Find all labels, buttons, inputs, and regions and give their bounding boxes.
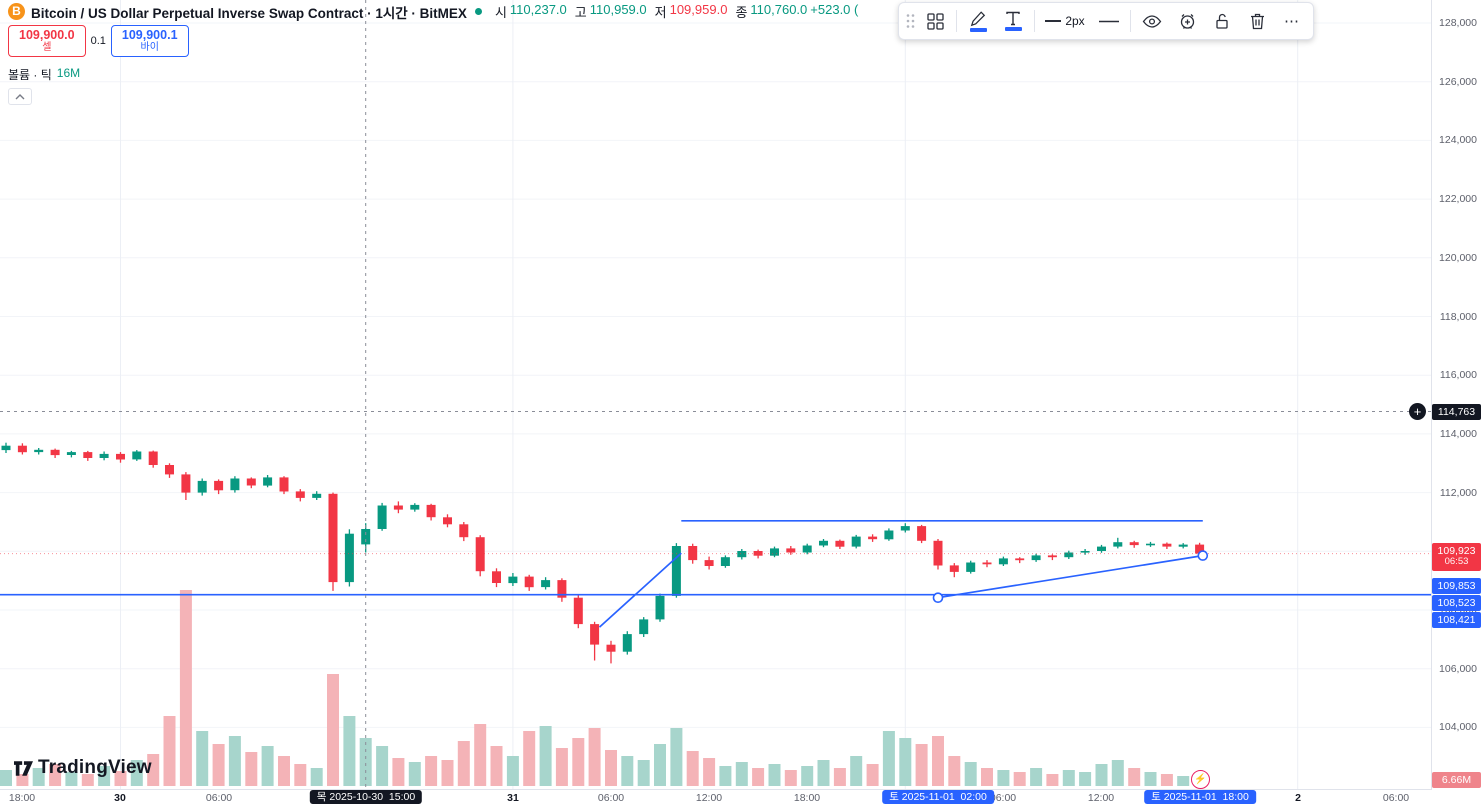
- line-style-icon: [1099, 20, 1119, 22]
- high-label: 고: [574, 5, 587, 20]
- sell-price: 109,900.0: [19, 28, 75, 42]
- close-label: 종: [735, 5, 748, 20]
- alert-clock-icon: [1180, 13, 1194, 29]
- sell-button[interactable]: 109,900.0 셀: [8, 25, 86, 57]
- pane-collapse-button[interactable]: [8, 88, 32, 105]
- volume-value-badge: 6.66M: [1432, 772, 1481, 788]
- volume-indicator-legend[interactable]: 볼륨 · 틱 16M: [8, 66, 80, 83]
- line-color-button[interactable]: [961, 6, 995, 36]
- chevron-up-icon: [15, 93, 25, 99]
- buy-price: 109,900.1: [121, 28, 178, 42]
- time-axis-label: 18:00: [8, 792, 36, 804]
- flash-icon[interactable]: ⚡: [1191, 770, 1210, 789]
- line-width-icon: [1045, 20, 1062, 22]
- time-axis-label: 30: [114, 792, 126, 804]
- delete-button[interactable]: [1240, 6, 1274, 36]
- text-color-button[interactable]: [996, 6, 1030, 36]
- ellipsis-icon: ⋯: [1284, 13, 1300, 30]
- toolbar-divider: [1034, 10, 1035, 32]
- drawing-date-badge: 토 2025-11-01 18:00: [1144, 790, 1256, 804]
- text-icon: [1006, 11, 1020, 26]
- time-axis-label: 06:00: [597, 792, 625, 804]
- close-value: 110,760.0: [750, 2, 808, 17]
- market-status-icon: [474, 8, 482, 15]
- trash-icon: [1250, 13, 1264, 30]
- lock-open-icon: [1216, 13, 1228, 29]
- buy-label: 바이: [140, 42, 159, 54]
- price-axis-label: 122,000: [1439, 193, 1477, 205]
- high-value: 110,959.0: [589, 2, 647, 17]
- price-axis-label: 126,000: [1439, 76, 1477, 88]
- toolbar-divider: [1130, 10, 1131, 32]
- color-swatch: [969, 28, 987, 32]
- lock-button[interactable]: [1205, 6, 1239, 36]
- price-axis[interactable]: 128,000 126,000 124,000 122,000 120,000 118,0…: [1431, 0, 1481, 790]
- price-axis-label: 120,000: [1439, 252, 1477, 264]
- eye-icon: [1142, 14, 1162, 28]
- spread-value: 0.1: [90, 34, 106, 47]
- last-price-badge: 109,923 06:53: [1432, 543, 1481, 571]
- trade-panel: 109,900.0 셀 0.1 109,900.1 바이: [8, 25, 189, 57]
- price-axis-label: 114,000: [1439, 428, 1477, 440]
- open-value: 110,237.0: [509, 2, 567, 17]
- candlestick-chart[interactable]: [0, 0, 1432, 790]
- price-axis-label: 128,000: [1439, 17, 1477, 29]
- price-axis-label: 106,000: [1439, 663, 1477, 675]
- crosshair-date-badge: 목 2025-10-30 15:00: [309, 790, 423, 804]
- drawing-date-badge: 토 2025-11-01 02:00: [882, 790, 994, 804]
- low-value: 109,959.0: [669, 2, 728, 17]
- line-style-button[interactable]: [1092, 6, 1126, 36]
- change-value: +523.0 (: [810, 2, 859, 17]
- time-axis-label: 06:00: [205, 792, 233, 804]
- volume-indicator-label: 볼륨 · 틱: [8, 68, 52, 82]
- price-axis-label: 124,000: [1439, 134, 1477, 146]
- time-axis[interactable]: 18:00 30 06:00 31 06:00 12:00 18:00 06:00 12:00 2…: [0, 789, 1432, 805]
- toolbar-drag-handle[interactable]: [903, 6, 917, 36]
- watermark-text: TradingView: [38, 757, 152, 778]
- drawing-price-badge: 109,853: [1432, 578, 1481, 594]
- countdown-timer: 06:53: [1444, 556, 1469, 567]
- time-axis-label: 06:00: [1382, 792, 1410, 804]
- tradingview-logo[interactable]: TradingView: [14, 757, 152, 779]
- tradingview-mark-icon: [14, 760, 33, 776]
- drag-dots-icon: [906, 14, 915, 28]
- symbol-title[interactable]: Bitcoin / US Dollar Perpetual Inverse Sw…: [31, 5, 467, 21]
- price-axis-label: 104,000: [1439, 721, 1477, 733]
- buy-button[interactable]: 109,900.1 바이: [110, 25, 189, 57]
- bitcoin-icon: B: [8, 3, 25, 20]
- grid-icon: [926, 12, 944, 30]
- time-axis-label: 31: [507, 792, 519, 804]
- add-alert-button[interactable]: +: [1409, 403, 1426, 420]
- time-axis-label: 12:00: [1087, 792, 1115, 804]
- drawing-toolbar: 2px: [898, 2, 1314, 40]
- drawing-price-badge: 108,523: [1432, 595, 1481, 611]
- add-alert-button-toolbar[interactable]: [1170, 6, 1204, 36]
- text-color-swatch: [1004, 27, 1022, 31]
- line-width-value: 2px: [1065, 14, 1085, 28]
- drawing-price-badge: 108,421: [1432, 612, 1481, 628]
- pencil-icon: [970, 11, 986, 27]
- crosshair-price-badge: 114,763: [1432, 404, 1481, 420]
- line-width-button[interactable]: 2px: [1039, 6, 1091, 36]
- time-axis-label: 06:00: [989, 792, 1017, 804]
- volume-indicator-value: 16M: [56, 66, 81, 80]
- time-axis-label: 18:00: [793, 792, 821, 804]
- more-options-button[interactable]: ⋯: [1275, 6, 1309, 36]
- toolbar-divider: [956, 10, 957, 32]
- open-label: 시: [494, 5, 507, 20]
- layout-grid-button[interactable]: [918, 6, 952, 36]
- time-axis-label: 12:00: [695, 792, 723, 804]
- sell-label: 셀: [42, 42, 52, 54]
- time-axis-label: 2: [1295, 792, 1301, 804]
- price-axis-label: 118,000: [1439, 311, 1477, 323]
- ohlc-readout: 시 110,237.0 고 110,959.0 저 109,959.0 종 110,76…: [490, 2, 858, 21]
- price-axis-label: 112,000: [1439, 487, 1477, 499]
- low-label: 저: [654, 5, 667, 20]
- visibility-button[interactable]: [1135, 6, 1169, 36]
- price-axis-label: 116,000: [1439, 369, 1477, 381]
- symbol-header: B Bitcoin / US Dollar Perpetual Inverse …: [8, 1, 858, 22]
